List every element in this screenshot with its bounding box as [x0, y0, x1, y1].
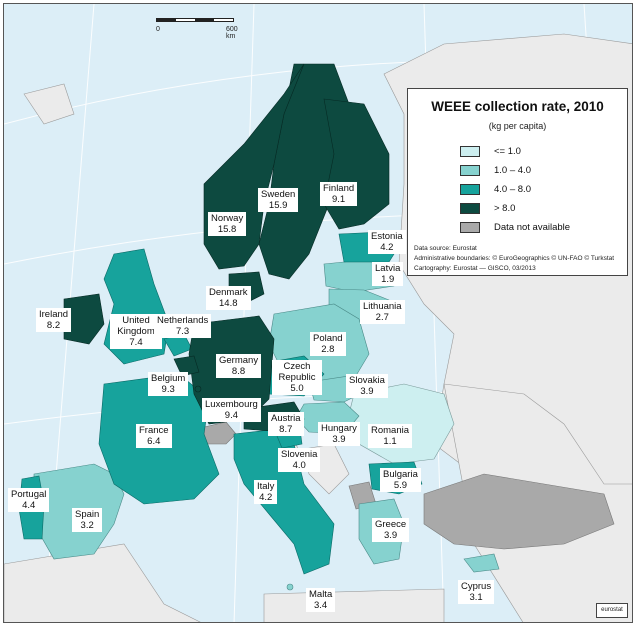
label-finland: Finland 9.1: [320, 182, 358, 206]
label-netherlands: Netherlands 7.3: [154, 314, 212, 338]
label-france: France 6.4: [136, 424, 172, 448]
scale-end: 600 km: [226, 26, 238, 40]
legend-swatch: [460, 184, 480, 195]
belgium: [173, 355, 200, 377]
map-title: WEEE collection rate, 2010: [431, 99, 604, 114]
label-czech: Czech Republic 5.0: [272, 360, 322, 395]
label-italy: Italy 4.2: [254, 480, 278, 504]
north-africa-east: [263, 588, 445, 622]
label-romania: Romania 1.1: [368, 424, 413, 448]
label-portugal: Portugal 4.4: [8, 488, 50, 512]
source-line: Cartography: Eurostat — GISCO, 03/2013: [414, 265, 536, 272]
label-slovenia: Slovenia 4.0: [278, 448, 321, 472]
legend-swatch: [460, 146, 480, 157]
label-slovakia: Slovakia 3.9: [346, 374, 388, 398]
label-uk: United Kingdom 7.4: [110, 314, 162, 349]
label-luxembourg: Luxembourg 9.4: [202, 398, 261, 422]
label-ireland: Ireland 8.2: [36, 308, 72, 332]
label-lithuania: Lithuania 2.7: [360, 300, 405, 324]
label-belgium: Belgium 9.3: [148, 372, 189, 396]
source-line: Data source: Eurostat: [414, 245, 477, 252]
label-poland: Poland 2.8: [310, 332, 346, 356]
legend-swatch: [460, 222, 480, 233]
scale-bar-graphic: [156, 18, 234, 22]
turkey: [423, 473, 615, 550]
scale-start: 0: [156, 26, 160, 33]
label-sweden: Sweden 15.9: [258, 188, 299, 212]
luxembourg: [194, 385, 202, 393]
iceland-shape: [23, 83, 75, 125]
label-spain: Spain 3.2: [72, 508, 103, 532]
label-denmark: Denmark 14.8: [206, 286, 251, 310]
label-bulgaria: Bulgaria 5.9: [380, 468, 421, 492]
map-frame: 0 600 km Sweden 15.9 Finland 9.1 Norway 15.…: [3, 3, 633, 623]
label-latvia: Latvia 1.9: [372, 262, 404, 286]
source-line: Administrative boundaries: © EuroGeograp…: [414, 255, 615, 262]
scale-bar: 0 600 km: [156, 18, 238, 40]
map-unit: (kg per capita): [488, 121, 547, 131]
legend-swatch: [460, 203, 480, 214]
label-austria: Austria 8.7: [268, 412, 304, 436]
cyprus: [463, 553, 500, 573]
label-norway: Norway 15.8: [208, 212, 247, 236]
label-malta: Malta 3.4: [306, 588, 336, 612]
north-africa-west: [4, 543, 201, 622]
malta: [286, 583, 294, 591]
label-greece: Greece 3.9: [372, 518, 410, 542]
eurostat-logo: eurostat: [596, 603, 628, 618]
label-estonia: Estonia 4.2: [368, 230, 406, 254]
label-hungary: Hungary 3.9: [318, 422, 360, 446]
legend-swatch: [460, 165, 480, 176]
label-germany: Germany 8.8: [216, 354, 262, 378]
finland: [323, 98, 390, 230]
ireland: [63, 293, 105, 345]
no-data-countries: [199, 421, 615, 550]
map-legend: WEEE collection rate, 2010 (kg per capit…: [407, 88, 628, 276]
label-cyprus: Cyprus 3.1: [458, 580, 495, 604]
